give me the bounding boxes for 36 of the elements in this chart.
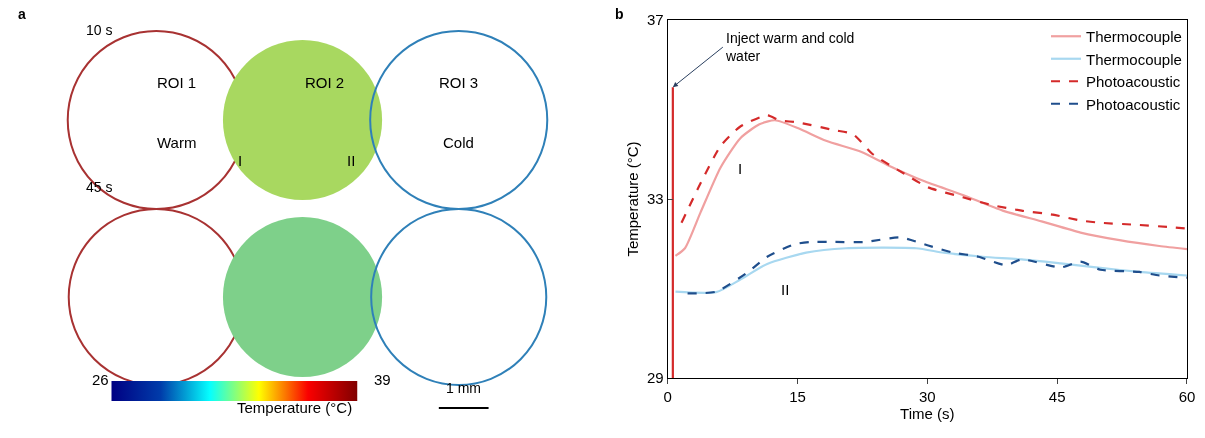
- line-series: [674, 246, 1187, 294]
- text: Warm: [157, 134, 197, 151]
- x-tick-label: 15: [789, 388, 806, 405]
- text: Cold: [443, 134, 474, 151]
- chart-title: b: [615, 6, 624, 22]
- y-tick-label: 37: [646, 11, 664, 29]
- text: ROI 3: [439, 74, 479, 91]
- legend-label: Photoacoustic: [1086, 95, 1181, 113]
- text: II: [347, 152, 356, 169]
- annotation: II: [781, 281, 790, 298]
- line-series: [674, 119, 1187, 257]
- text: a: [18, 6, 26, 22]
- text: I: [238, 152, 243, 169]
- text: ROI 1: [157, 74, 197, 91]
- x-tick-label: 45: [1048, 388, 1066, 405]
- text: 10 s: [86, 22, 113, 38]
- annotation: Inject warm and cold water: [725, 30, 855, 65]
- y-axis-title: Temperature (°C): [624, 141, 642, 257]
- y-tick-label: 29: [646, 369, 664, 387]
- x-tick-label: 30: [918, 388, 936, 405]
- text: 45 s: [86, 179, 113, 195]
- legend-label: Thermocouple: [1086, 50, 1182, 68]
- annotation: I: [738, 160, 743, 177]
- text: 39: [374, 371, 391, 388]
- y-tick-label: 33: [646, 190, 664, 208]
- legend-label: Thermocouple: [1086, 28, 1182, 46]
- text: 1 mm: [446, 380, 481, 396]
- line-series: [686, 236, 1187, 295]
- text: 26: [92, 371, 109, 388]
- legend-label: Photoacoustic: [1086, 73, 1181, 91]
- text: Temperature (°C): [237, 399, 353, 416]
- x-tick-label: 0: [663, 388, 672, 405]
- line-series: [680, 114, 1187, 230]
- x-axis-title: Time (s): [900, 405, 955, 422]
- text: ROI 2: [305, 74, 345, 91]
- x-tick-label: 60: [1178, 388, 1196, 405]
